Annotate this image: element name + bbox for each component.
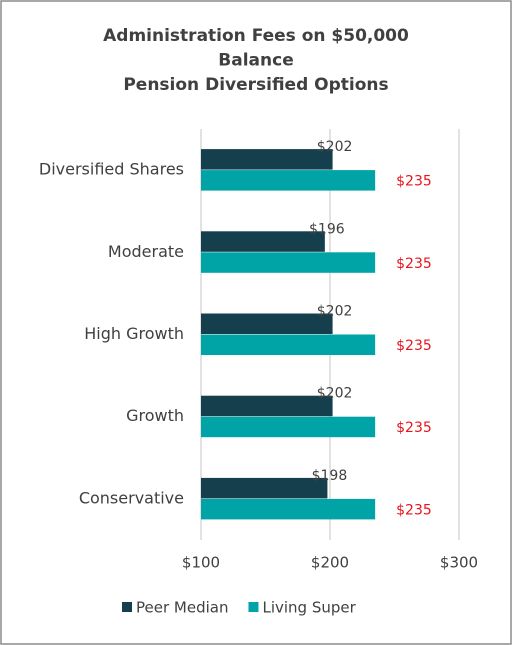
bar xyxy=(201,252,376,273)
y-tick-label: Conservative xyxy=(79,488,184,507)
bar xyxy=(201,416,376,438)
data-label: $235 xyxy=(396,174,432,190)
x-tick-label: $200 xyxy=(311,554,349,572)
legend-swatch xyxy=(248,602,259,612)
y-tick-label: Diversified Shares xyxy=(39,160,184,179)
y-tick-label: High Growth xyxy=(84,324,184,343)
data-label: $235 xyxy=(396,420,432,436)
chart-title: Balance xyxy=(218,51,293,71)
x-tick-label: $100 xyxy=(182,554,220,572)
y-tick-label: Growth xyxy=(126,406,184,425)
y-tick-label: Moderate xyxy=(108,242,184,261)
bar xyxy=(201,170,376,191)
data-label: $202 xyxy=(317,139,353,155)
bar xyxy=(201,231,325,252)
data-label: $196 xyxy=(309,221,345,237)
bar xyxy=(201,149,333,170)
chart-title: Administration Fees on $50,000 xyxy=(103,26,409,46)
bar xyxy=(201,395,333,417)
data-label: $198 xyxy=(312,468,348,484)
data-label: $202 xyxy=(317,304,353,320)
legend-swatch xyxy=(122,602,132,612)
bar xyxy=(201,477,328,499)
bar xyxy=(201,313,333,334)
legend-label: Peer Median xyxy=(136,599,228,617)
data-label: $235 xyxy=(396,338,432,354)
data-label: $202 xyxy=(317,386,353,402)
bar xyxy=(201,498,376,520)
legend-label: Living Super xyxy=(262,599,356,617)
chart-title: Pension Diversified Options xyxy=(123,75,388,95)
x-tick-label: $300 xyxy=(440,554,478,572)
data-label: $235 xyxy=(396,256,432,272)
bar xyxy=(201,334,376,355)
data-label: $235 xyxy=(396,502,432,518)
